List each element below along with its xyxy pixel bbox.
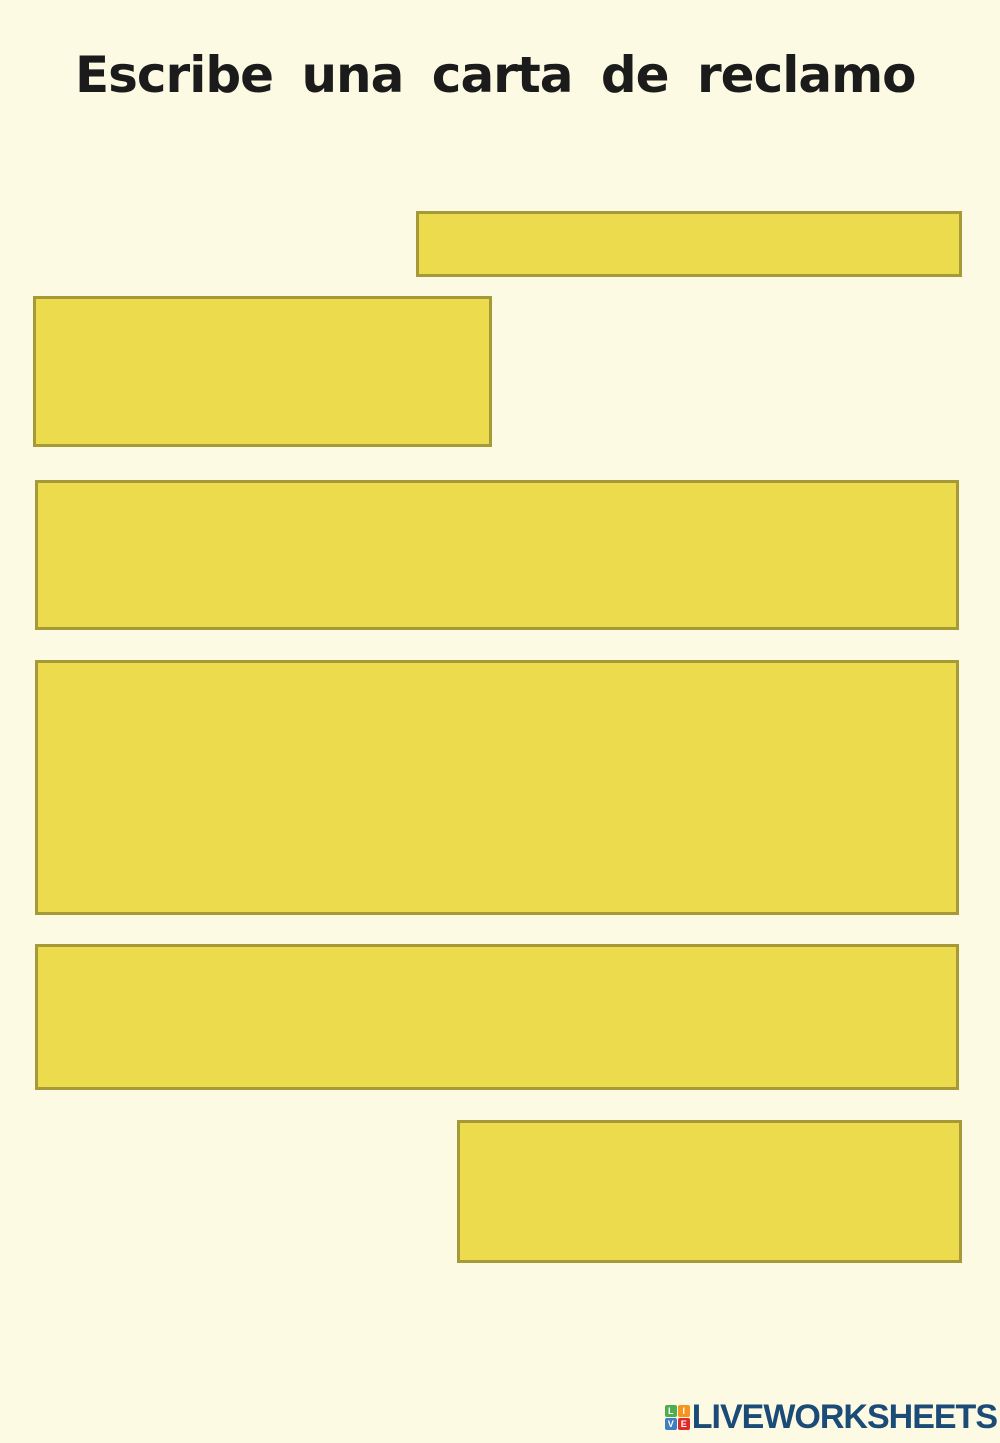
logo-square-i: I	[677, 1404, 690, 1417]
logo-square-v: V	[664, 1417, 677, 1430]
logo-square-l: L	[664, 1404, 677, 1417]
answer-box-6[interactable]	[457, 1120, 962, 1263]
answer-box-2[interactable]	[33, 296, 492, 447]
answer-box-4[interactable]	[35, 660, 959, 915]
page-title: Escribe una carta de reclamo	[75, 46, 917, 104]
answer-box-3[interactable]	[35, 480, 959, 630]
answer-box-5[interactable]	[35, 944, 959, 1090]
liveworksheets-brand-text: LIVEWORKSHEETS	[691, 1397, 998, 1436]
logo-square-e: E	[677, 1417, 690, 1430]
answer-box-1[interactable]	[416, 211, 962, 277]
